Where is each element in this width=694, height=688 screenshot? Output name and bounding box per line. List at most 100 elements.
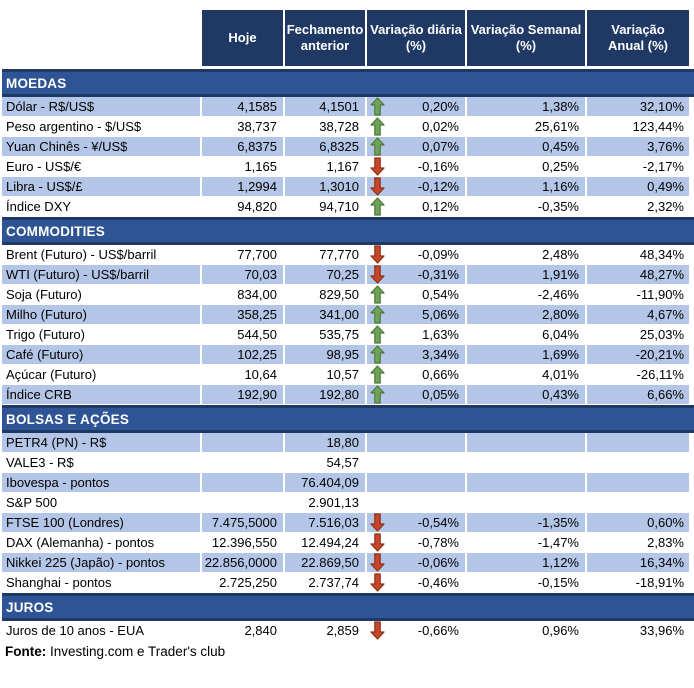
cell-variacao-semanal: -0,35% bbox=[467, 197, 587, 216]
row-label: Brent (Futuro) - US$/barril bbox=[2, 245, 202, 264]
table-row: Trigo (Futuro) 544,50 535,75 1,63% 6,04% 25,0… bbox=[2, 325, 694, 345]
cell-variacao-semanal: 2,48% bbox=[467, 245, 587, 264]
cell-fechamento-anterior: 829,50 bbox=[285, 285, 367, 304]
up-arrow-icon bbox=[370, 197, 386, 216]
down-arrow-icon bbox=[370, 265, 386, 284]
cell-fechamento-anterior: 2,859 bbox=[285, 621, 367, 640]
cell-variacao-diaria: -0,06% bbox=[367, 553, 467, 572]
cell-variacao-anual bbox=[587, 493, 689, 512]
cell-variacao-diaria: -0,78% bbox=[367, 533, 467, 552]
table-header-row: Hoje Fechamento anterior Variação diária… bbox=[2, 10, 694, 66]
cell-variacao-diaria: 0,66% bbox=[367, 365, 467, 384]
source-note: Fonte: Investing.com e Trader's club bbox=[2, 641, 694, 659]
cell-variacao-anual: 33,96% bbox=[639, 623, 684, 638]
row-label: S&P 500 bbox=[2, 493, 202, 512]
cell-variacao-anual: 0,60% bbox=[587, 513, 689, 532]
cell-variacao-anual: -18,91% bbox=[635, 575, 684, 590]
cell-hoje: 2,840 bbox=[202, 621, 285, 640]
table-row: FTSE 100 (Londres) 7.475,5000 7.516,03 -0,5… bbox=[2, 513, 694, 533]
table-row: Açúcar (Futuro) 10,64 10,57 0,66% 4,01% -26,1… bbox=[2, 365, 694, 385]
down-arrow-icon bbox=[370, 513, 386, 532]
cell-variacao-diaria: 0,54% bbox=[367, 285, 467, 304]
cell-hoje: 12.396,550 bbox=[202, 533, 285, 552]
cell-variacao-diaria: -0,16% bbox=[367, 157, 467, 176]
cell-variacao-anual: 6,66% bbox=[587, 385, 689, 404]
column-header-variacao-semanal: Variação Semanal (%) bbox=[467, 10, 587, 66]
cell-variacao-anual: -20,21% bbox=[587, 345, 689, 364]
no-icon bbox=[370, 453, 386, 472]
cell-variacao-semanal: 1,91% bbox=[467, 265, 587, 284]
cell-hoje: 192,90 bbox=[202, 385, 285, 404]
cell-variacao-anual: -26,11% bbox=[636, 367, 684, 382]
cell-variacao-anual bbox=[587, 453, 689, 472]
cell-fechamento-anterior: 341,00 bbox=[285, 305, 367, 324]
cell-hoje bbox=[202, 493, 285, 512]
cell-variacao-diaria bbox=[367, 493, 467, 512]
column-header-variacao-anual: Variação Anual (%) bbox=[587, 10, 689, 66]
cell-fechamento-anterior: 1,167 bbox=[285, 157, 367, 176]
down-arrow-icon bbox=[370, 245, 386, 264]
up-arrow-icon bbox=[370, 325, 386, 344]
section-header-commodities: COMMODITIES bbox=[2, 217, 694, 245]
cell-variacao-semanal: 0,25% bbox=[467, 157, 587, 176]
table-row: Soja (Futuro) 834,00 829,50 0,54% -2,46% -11,… bbox=[2, 285, 694, 305]
cell-variacao-anual: 0,49% bbox=[587, 177, 689, 196]
cell-variacao-diaria: -0,46% bbox=[367, 573, 467, 592]
cell-variacao-semanal: -1,47% bbox=[467, 533, 587, 552]
table-row: VALE3 - R$ 54,57 bbox=[2, 453, 694, 473]
cell-variacao-diaria: 0,05% bbox=[367, 385, 467, 404]
cell-variacao-diaria: -0,66% bbox=[367, 621, 467, 640]
row-label: Açúcar (Futuro) bbox=[2, 365, 202, 384]
header-spacer bbox=[2, 10, 202, 66]
row-label: Ibovespa - pontos bbox=[2, 473, 202, 492]
cell-hoje bbox=[202, 433, 285, 452]
cell-variacao-semanal: -2,46% bbox=[467, 285, 587, 304]
cell-hoje: 358,25 bbox=[202, 305, 285, 324]
cell-fechamento-anterior: 94,710 bbox=[285, 197, 367, 216]
cell-variacao-anual: 2,32% bbox=[647, 199, 684, 214]
cell-hoje: 38,737 bbox=[202, 117, 285, 136]
cell-variacao-anual: -2,17% bbox=[642, 159, 684, 174]
row-label: Euro - US$/€ bbox=[2, 157, 202, 176]
variacao-diaria-value: -0,54% bbox=[417, 515, 459, 530]
cell-fechamento-anterior: 18,80 bbox=[285, 433, 367, 452]
row-label: Shanghai - pontos bbox=[2, 573, 202, 592]
cell-hoje: 70,03 bbox=[202, 265, 285, 284]
row-label: Dólar - R$/US$ bbox=[2, 97, 202, 116]
cell-variacao-diaria: 0,12% bbox=[367, 197, 467, 216]
cell-fechamento-anterior: 4,1501 bbox=[285, 97, 367, 116]
cell-hoje: 4,1585 bbox=[202, 97, 285, 116]
table-row: Peso argentino - $/US$ 38,737 38,728 0,02% 2… bbox=[2, 117, 694, 137]
cell-variacao-semanal: 1,38% bbox=[467, 97, 587, 116]
cell-variacao-anual: 123,44% bbox=[632, 119, 684, 134]
table-row: DAX (Alemanha) - pontos 12.396,550 12.494,… bbox=[2, 533, 694, 553]
cell-variacao-diaria bbox=[367, 473, 467, 492]
cell-fechamento-anterior: 98,95 bbox=[285, 345, 367, 364]
cell-variacao-semanal bbox=[467, 453, 587, 472]
table-row: Dólar - R$/US$ 4,1585 4,1501 0,20% 1,38% 32,1… bbox=[2, 97, 694, 117]
up-arrow-icon bbox=[370, 97, 386, 116]
cell-variacao-semanal: 0,43% bbox=[467, 385, 587, 404]
cell-fechamento-anterior: 7.516,03 bbox=[285, 513, 367, 532]
cell-fechamento-anterior: 38,728 bbox=[285, 117, 367, 136]
table-row: Índice CRB 192,90 192,80 0,05% 0,43% 6,66% bbox=[2, 385, 694, 405]
cell-variacao-diaria: 1,63% bbox=[367, 325, 467, 344]
cell-variacao-semanal: 1,69% bbox=[467, 345, 587, 364]
financial-summary-table: Hoje Fechamento anterior Variação diária… bbox=[2, 10, 694, 659]
table-row: Libra - US$/£ 1,2994 1,3010 -0,12% 1,16% 0,49… bbox=[2, 177, 694, 197]
cell-variacao-anual: 48,34% bbox=[639, 247, 684, 262]
cell-variacao-semanal: 25,61% bbox=[467, 117, 587, 136]
cell-hoje: 94,820 bbox=[202, 197, 285, 216]
cell-hoje: 1,165 bbox=[202, 157, 285, 176]
variacao-diaria-value: -0,78% bbox=[417, 535, 459, 550]
cell-variacao-anual: 2,83% bbox=[647, 535, 684, 550]
cell-variacao-anual: 16,34% bbox=[587, 553, 689, 572]
cell-fechamento-anterior: 192,80 bbox=[285, 385, 367, 404]
section-header-moedas: MOEDAS bbox=[2, 69, 694, 97]
up-arrow-icon bbox=[370, 365, 386, 384]
down-arrow-icon bbox=[370, 621, 386, 640]
cell-variacao-diaria: 3,34% bbox=[367, 345, 467, 364]
cell-variacao-anual bbox=[587, 433, 689, 452]
cell-fechamento-anterior: 2.737,74 bbox=[285, 573, 367, 592]
column-header-variacao-diaria: Variação diária (%) bbox=[367, 10, 467, 66]
